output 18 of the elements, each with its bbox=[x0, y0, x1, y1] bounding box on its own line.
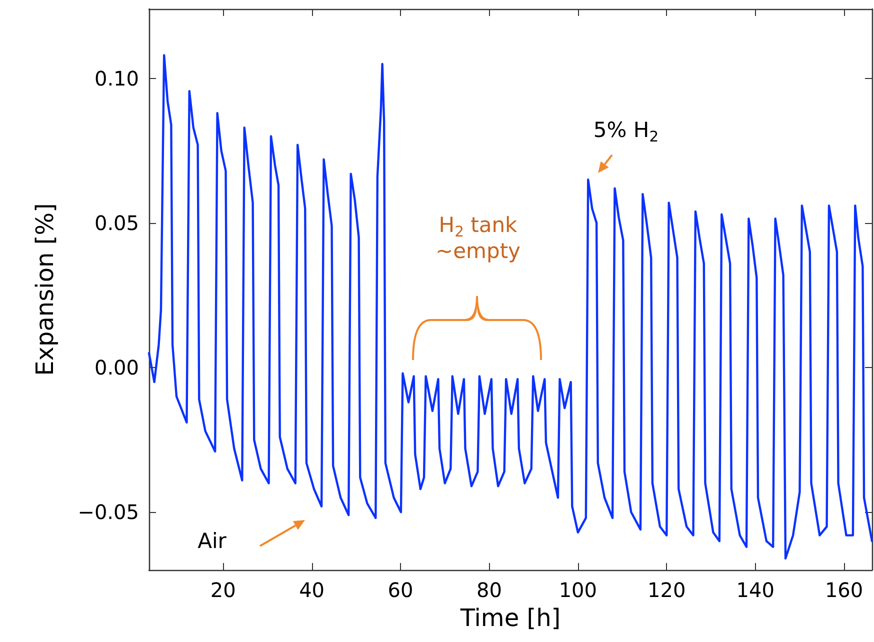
annotation: Air bbox=[198, 528, 226, 554]
x-tick-label: 60 bbox=[388, 578, 414, 602]
y-axis-title: Expansion [%] bbox=[31, 203, 59, 376]
x-tick-label: 140 bbox=[736, 578, 774, 602]
x-tick-label: 100 bbox=[558, 578, 598, 602]
x-tick-label: 120 bbox=[648, 578, 686, 602]
y-tick-label: 0.00 bbox=[94, 356, 139, 380]
x-tick-label: 40 bbox=[299, 578, 325, 602]
annotation: 5% H$_{2}$ bbox=[593, 116, 659, 146]
y-tick-label: 0.05 bbox=[94, 210, 139, 235]
line-series bbox=[148, 54, 874, 560]
x-axis-title: Time [h] bbox=[459, 604, 561, 632]
y-tick-label: 0.10 bbox=[94, 66, 139, 90]
x-tick-label: 20 bbox=[210, 578, 236, 602]
annotation: H$_{2}$ tank ~empty bbox=[436, 212, 520, 264]
x-tick-label: 80 bbox=[476, 578, 502, 602]
x-tick-label: 160 bbox=[824, 578, 864, 602]
y-tick-label: −0.05 bbox=[78, 500, 139, 524]
